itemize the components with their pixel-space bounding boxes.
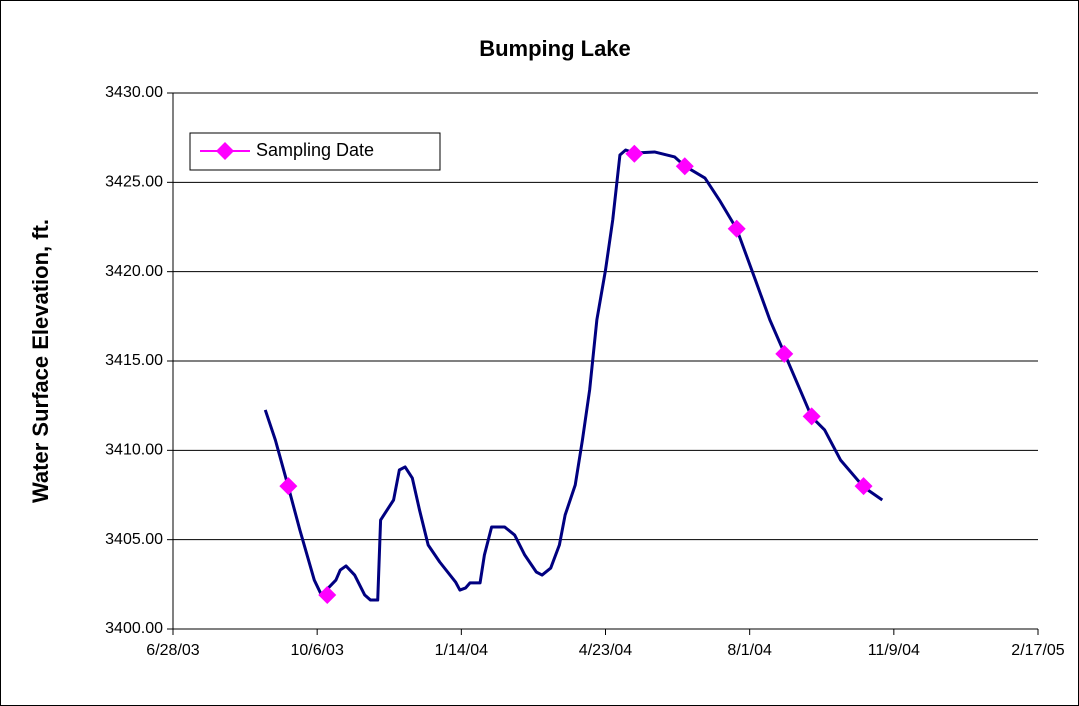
legend-marker [216,142,234,160]
y-tick-label: 3425.00 [105,174,163,191]
legend-label: Sampling Date [256,140,374,160]
y-axis-label: Water Surface Elevation, ft. [28,219,53,503]
y-tick-label: 3415.00 [105,352,163,369]
marker [854,477,873,496]
y-tick-label: 3400.00 [105,620,163,637]
marker [802,407,821,426]
marker [318,586,337,605]
marker [279,477,298,496]
x-tick-label: 4/23/04 [579,642,632,659]
marker [727,219,746,238]
chart-title: Bumping Lake [479,36,631,61]
y-tick-label: 3420.00 [105,263,163,280]
x-tick-label: 2/17/05 [1011,642,1064,659]
data-line [263,148,884,602]
marker [675,157,694,176]
x-tick-label: 1/14/04 [435,642,488,659]
x-tick-label: 6/28/03 [146,642,199,659]
x-tick-label: 11/9/04 [868,642,920,659]
marker [625,144,644,163]
y-tick-label: 3430.00 [105,84,163,101]
y-tick-label: 3410.00 [105,442,163,459]
x-tick-label: 10/6/03 [290,642,343,659]
marker [775,344,794,363]
y-tick-label: 3405.00 [105,531,163,548]
x-tick-label: 8/1/04 [727,642,772,659]
